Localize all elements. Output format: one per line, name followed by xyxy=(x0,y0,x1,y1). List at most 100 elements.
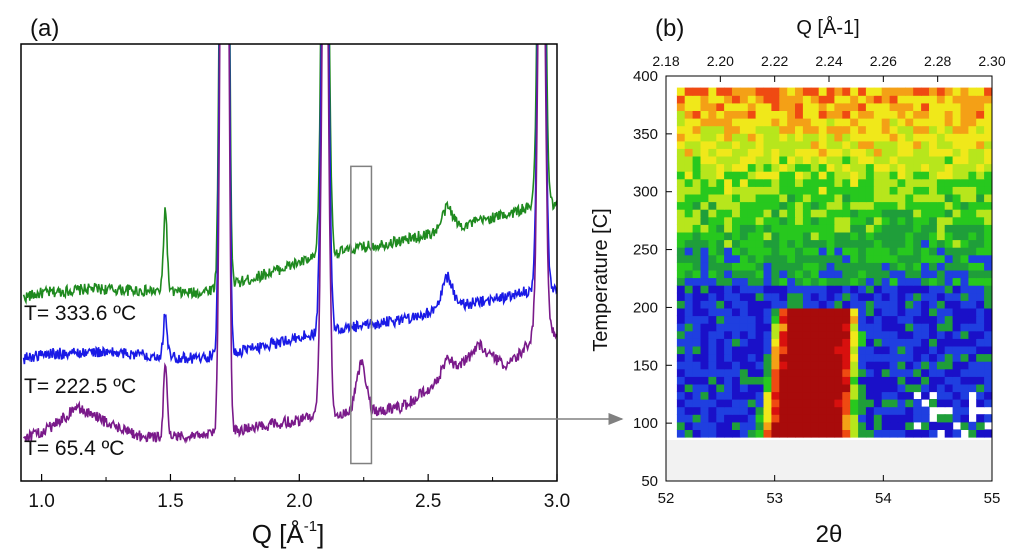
heatmap-cell xyxy=(905,239,914,248)
heatmap-cell xyxy=(929,140,938,149)
heatmap-cell xyxy=(944,163,954,172)
heatmap-cell xyxy=(795,330,804,339)
heatmap-cell xyxy=(818,216,828,225)
heatmap-cell xyxy=(732,133,741,142)
heatmap-cell xyxy=(676,239,686,248)
heatmap-cell xyxy=(929,201,938,210)
heatmap-cell xyxy=(724,133,733,142)
heatmap-cell xyxy=(960,269,969,279)
heatmap-cell xyxy=(708,399,717,408)
heatmap-cell xyxy=(858,376,867,385)
panel-a-x-axis-label-base: Q [Å xyxy=(252,519,305,549)
heatmap-cell xyxy=(858,178,867,187)
heatmap-cell xyxy=(795,421,804,430)
heatmap-cell xyxy=(921,224,930,233)
heatmap-cell xyxy=(708,429,717,438)
heatmap-cell xyxy=(865,292,875,301)
heatmap-cell xyxy=(865,307,875,317)
heatmap-cell xyxy=(968,231,977,241)
heatmap-cell xyxy=(873,269,883,279)
heatmap-cell xyxy=(905,140,914,149)
heatmap-cell xyxy=(936,285,946,294)
heatmap-cell xyxy=(708,186,717,195)
heatmap-cell xyxy=(802,269,812,279)
heatmap-cell xyxy=(771,421,780,430)
heatmap-cell xyxy=(787,133,796,142)
heatmap-cell xyxy=(865,421,875,430)
heatmap-cell xyxy=(684,361,694,370)
heatmap-cell xyxy=(684,269,694,279)
heatmap-cell xyxy=(921,368,930,377)
heatmap-cell xyxy=(755,95,765,104)
heatmap-cell xyxy=(921,421,930,430)
heatmap-cell xyxy=(929,323,938,332)
panel-b-top-axis-label: Q [Å-1] xyxy=(796,16,859,39)
heatmap-cell xyxy=(795,300,804,309)
heatmap-cell xyxy=(747,277,757,286)
heatmap-cell xyxy=(944,368,954,377)
heatmap-cell xyxy=(755,315,765,324)
heatmap-cell xyxy=(976,148,985,157)
heatmap-cell xyxy=(708,292,717,301)
heatmap-cell xyxy=(676,292,686,301)
heatmap-cell xyxy=(692,102,702,111)
heatmap-cell xyxy=(692,376,702,385)
heatmap-cell xyxy=(936,414,946,423)
heatmap-cell xyxy=(732,330,741,339)
heatmap-cell xyxy=(747,171,757,180)
heatmap-cell xyxy=(865,262,875,271)
heatmap-cell xyxy=(897,368,906,377)
heatmap-cell xyxy=(716,406,725,415)
heatmap-cell xyxy=(771,224,780,233)
heatmap-cell xyxy=(747,330,757,339)
heatmap-cell xyxy=(881,262,891,271)
heatmap-cell xyxy=(834,155,843,165)
heatmap-cell xyxy=(921,269,930,279)
heatmap-cell xyxy=(787,239,796,248)
heatmap-cell xyxy=(858,323,867,332)
heatmap-cell xyxy=(968,102,977,111)
heatmap-cell xyxy=(858,421,867,430)
heatmap-cell xyxy=(787,95,796,104)
heatmap-cell xyxy=(739,171,749,180)
heatmap-cell xyxy=(724,186,733,195)
heatmap-cell xyxy=(913,353,922,362)
heatmap-cell xyxy=(708,239,717,248)
heatmap-cell xyxy=(732,277,741,286)
heatmap-cell xyxy=(802,148,812,157)
heatmap-cell xyxy=(952,269,962,279)
heatmap-cell xyxy=(732,361,741,370)
heatmap-cell xyxy=(850,323,859,332)
heatmap-cell xyxy=(826,300,836,309)
heatmap-cell xyxy=(944,193,954,203)
heatmap-cell xyxy=(976,368,985,377)
heatmap-cell xyxy=(708,201,717,210)
heatmap-cell xyxy=(936,140,946,149)
heatmap-cell xyxy=(795,110,804,119)
heatmap-cell xyxy=(724,231,733,241)
heatmap-cell xyxy=(692,353,702,362)
heatmap-cell xyxy=(684,330,694,339)
heatmap-cell xyxy=(787,224,796,233)
heatmap-cell xyxy=(676,353,686,362)
heatmap-cell xyxy=(732,345,741,355)
heatmap-cell xyxy=(889,307,899,317)
heatmap-cell xyxy=(929,277,938,286)
heatmap-cell xyxy=(810,102,820,111)
heatmap-cell xyxy=(708,383,717,393)
heatmap-cell xyxy=(905,368,914,377)
heatmap-cell xyxy=(905,216,914,225)
heatmap-cell xyxy=(700,216,709,225)
heatmap-cell xyxy=(771,391,780,400)
heatmap-cell xyxy=(826,224,836,233)
heatmap-cell xyxy=(708,171,717,180)
heatmap-cell xyxy=(732,429,741,438)
heatmap-cell xyxy=(826,118,836,127)
heatmap-cell xyxy=(779,201,788,210)
heatmap-cell xyxy=(873,361,883,370)
heatmap-cell xyxy=(905,231,914,241)
annotation-t-333: T= 333.6 ºC xyxy=(24,302,136,325)
heatmap-cell xyxy=(810,307,820,317)
heatmap-cell xyxy=(858,125,867,134)
heatmap-cell xyxy=(684,102,694,111)
